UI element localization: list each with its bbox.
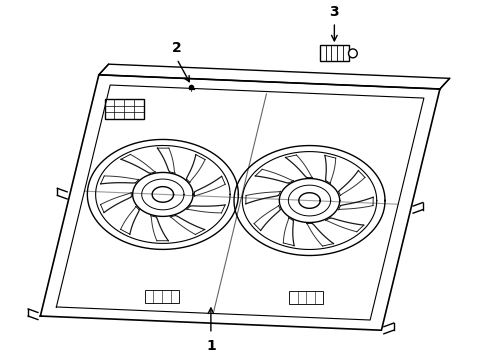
Ellipse shape: [348, 49, 357, 58]
Bar: [145, 291, 179, 303]
Bar: [289, 292, 323, 304]
Text: 2: 2: [172, 41, 182, 55]
Bar: [320, 45, 349, 61]
Text: 3: 3: [330, 5, 339, 19]
Text: 1: 1: [206, 339, 216, 353]
Bar: [105, 99, 144, 119]
